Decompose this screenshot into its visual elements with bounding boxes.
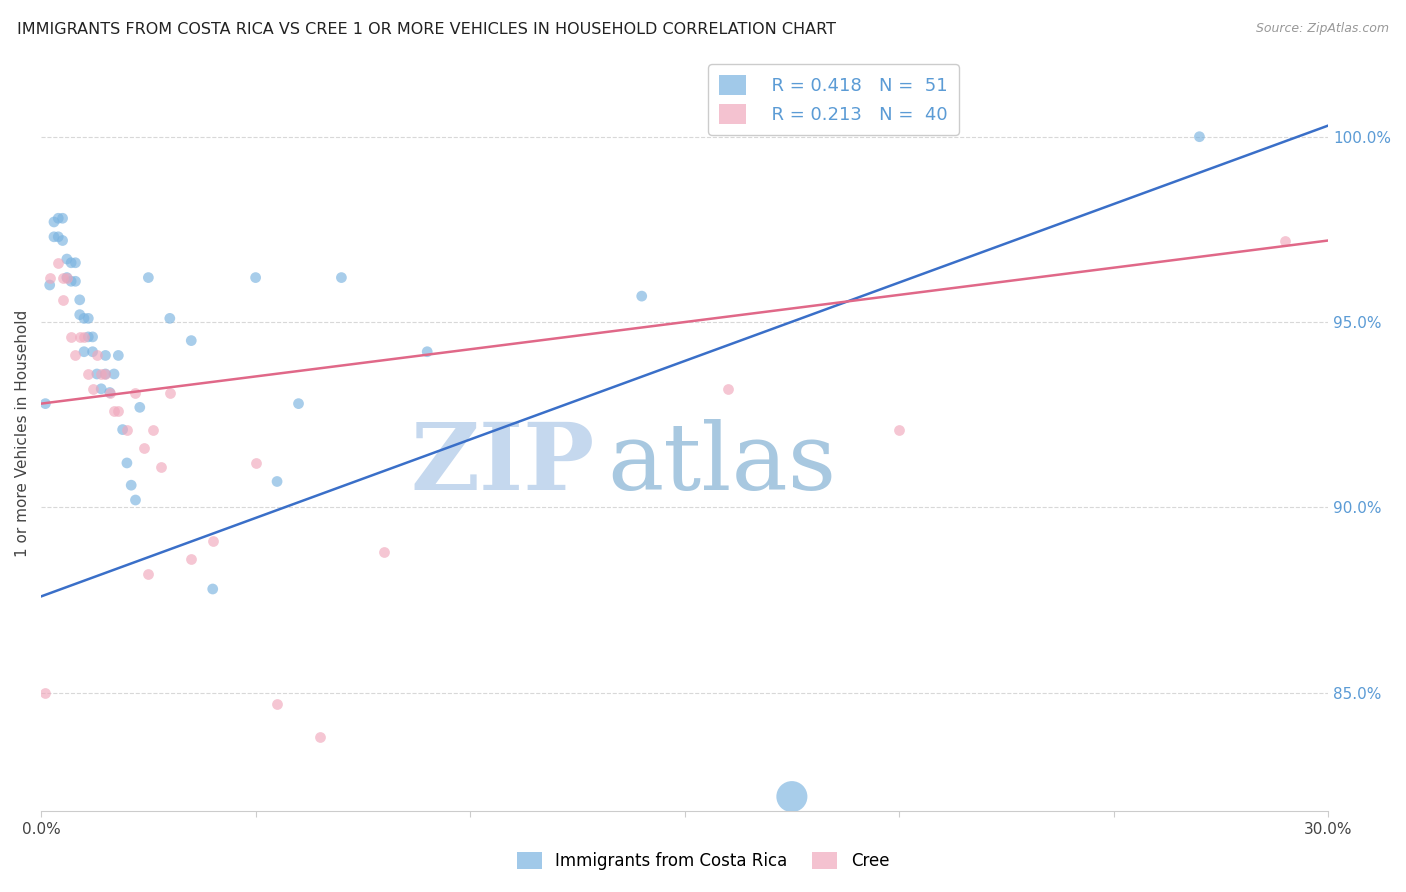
Point: [65, 256, 87, 270]
Point: [180, 552, 202, 566]
Point: [42, 229, 65, 244]
Point: [69, 330, 91, 344]
Point: [159, 311, 181, 326]
Point: [38, 278, 60, 293]
Point: [94, 367, 117, 381]
Point: [90, 367, 112, 381]
Point: [82, 330, 104, 344]
Point: [51, 293, 73, 307]
Point: [201, 533, 224, 548]
Point: [111, 423, 134, 437]
Point: [65, 348, 87, 362]
Point: [46, 229, 69, 244]
Point: [94, 367, 117, 381]
Text: IMMIGRANTS FROM COSTA RICA VS CREE 1 OR MORE VEHICLES IN HOUSEHOLD CORRELATION C: IMMIGRANTS FROM COSTA RICA VS CREE 1 OR …: [17, 22, 837, 37]
Point: [103, 367, 125, 381]
Point: [69, 308, 91, 322]
Point: [46, 256, 69, 270]
Point: [69, 293, 91, 307]
Point: [86, 348, 108, 362]
Point: [716, 382, 738, 396]
Point: [107, 404, 129, 418]
Point: [887, 423, 910, 437]
Point: [34, 397, 56, 411]
Point: [77, 311, 100, 326]
Point: [73, 344, 96, 359]
Point: [103, 404, 125, 418]
Point: [1188, 129, 1211, 144]
Legend: Immigrants from Costa Rica, Cree: Immigrants from Costa Rica, Cree: [510, 845, 896, 877]
Point: [630, 289, 652, 303]
Point: [128, 401, 150, 415]
Point: [73, 311, 96, 326]
Point: [56, 270, 79, 285]
Text: Source: ZipAtlas.com: Source: ZipAtlas.com: [1256, 22, 1389, 36]
Point: [42, 215, 65, 229]
Point: [98, 385, 121, 400]
Point: [115, 423, 138, 437]
Point: [115, 456, 138, 470]
Point: [34, 686, 56, 700]
Point: [82, 382, 104, 396]
Point: [51, 234, 73, 248]
Point: [245, 270, 267, 285]
Point: [60, 256, 83, 270]
Point: [180, 334, 202, 348]
Point: [1274, 234, 1296, 248]
Point: [56, 252, 79, 266]
Point: [201, 582, 224, 596]
Point: [73, 330, 96, 344]
Point: [266, 475, 288, 489]
Point: [65, 274, 87, 288]
Point: [107, 348, 129, 362]
Point: [46, 211, 69, 226]
Point: [780, 789, 803, 804]
Point: [51, 211, 73, 226]
Point: [124, 385, 146, 400]
Point: [266, 697, 288, 711]
Legend:   R = 0.418   N =  51,   R = 0.213   N =  40: R = 0.418 N = 51, R = 0.213 N = 40: [709, 64, 959, 135]
Point: [90, 382, 112, 396]
Point: [51, 270, 73, 285]
Point: [287, 397, 309, 411]
Point: [86, 367, 108, 381]
Point: [98, 385, 121, 400]
Point: [120, 478, 142, 492]
Point: [330, 270, 353, 285]
Text: ZIP: ZIP: [411, 418, 595, 508]
Point: [38, 270, 60, 285]
Point: [124, 493, 146, 508]
Point: [60, 274, 83, 288]
Point: [56, 270, 79, 285]
Point: [309, 731, 332, 745]
Y-axis label: 1 or more Vehicles in Household: 1 or more Vehicles in Household: [15, 310, 30, 557]
Point: [245, 456, 267, 470]
Point: [150, 459, 173, 474]
Point: [77, 367, 100, 381]
Point: [373, 545, 395, 559]
Text: atlas: atlas: [607, 418, 837, 508]
Point: [416, 344, 439, 359]
Point: [138, 567, 160, 582]
Point: [132, 441, 155, 455]
Point: [138, 270, 160, 285]
Point: [94, 348, 117, 362]
Point: [142, 423, 165, 437]
Point: [159, 385, 181, 400]
Point: [82, 344, 104, 359]
Point: [60, 330, 83, 344]
Point: [77, 330, 100, 344]
